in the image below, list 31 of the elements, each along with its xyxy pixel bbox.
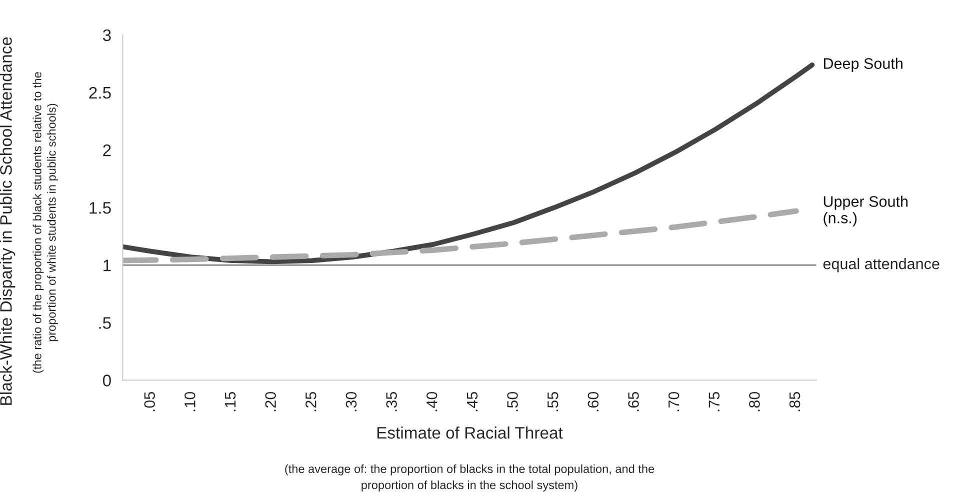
y-tick-label: 2.5 [89,86,111,99]
ref-line-label: equal attendance [823,258,940,272]
x-tick-label: .75 [708,392,720,412]
y-axis-title: Black-White Disparity in Public School Attendance [0,37,16,405]
x-tick-label: .70 [668,392,680,412]
x-tick-label: .80 [749,392,760,412]
x-tick-label: .20 [265,392,276,412]
x-tick-label: .60 [588,392,599,412]
x-tick-label: .05 [144,392,156,412]
x-tick-label: .30 [346,392,357,412]
x-tick-label: .50 [507,392,518,412]
y-tick-label: 2 [103,144,111,156]
x-tick-label: .40 [426,392,438,412]
series-label: Deep South [824,58,902,72]
x-tick-label: .10 [184,392,196,412]
y-tick-label: 1 [104,260,111,272]
y-tick-label: 1.5 [90,202,111,214]
x-axis-title: Estimate of Racial Threat [377,426,563,439]
text: (the average of: the proportion of blacks in the total population, and the proportion of blacks in the school system) [285,464,654,492]
x-tick-label: .35 [386,392,397,412]
y-tick-label: 0 [102,374,111,386]
y-tick-label: 3 [102,29,111,42]
x-tick-label: .55 [548,392,558,412]
x-tick-label: .25 [305,392,316,412]
x-tick-label: .45 [466,392,478,412]
x-tick-label: .15 [225,392,236,412]
y-tick-label: .5 [99,317,111,329]
text: (the ratio of the proportion of black students relative to the proportion of white students in public schools) [32,72,58,373]
series-label: Upper South (n.s.) [824,196,908,226]
x-tick-label: .65 [628,392,639,412]
x-tick-label: .85 [789,392,800,412]
